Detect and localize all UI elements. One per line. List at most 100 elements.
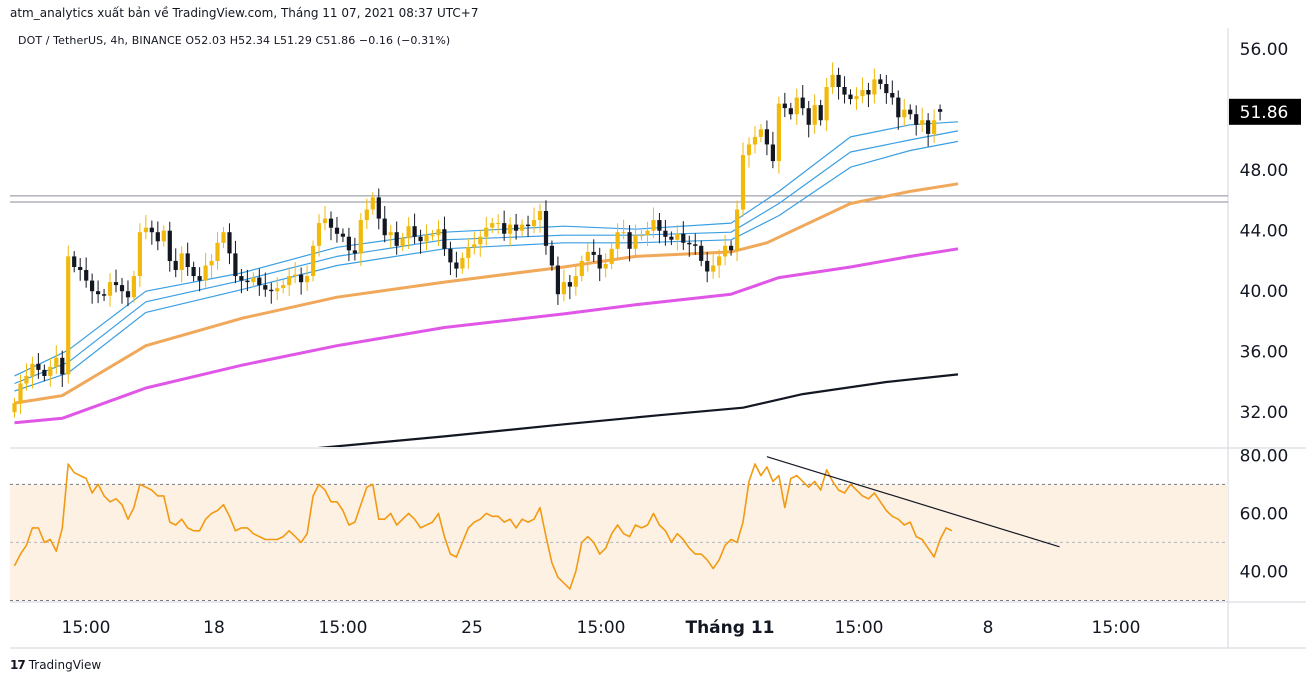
candle-body <box>54 358 58 367</box>
ema-slow-line <box>15 249 959 423</box>
candle-body <box>813 105 817 125</box>
moving-averages <box>15 122 959 464</box>
candle-body <box>36 364 40 370</box>
candle-body <box>860 90 864 96</box>
candle-body <box>341 234 345 237</box>
candle-body <box>12 403 16 412</box>
candle-body <box>436 229 440 235</box>
candle-body <box>335 228 339 234</box>
candle-body <box>651 220 655 231</box>
candle-body <box>645 231 649 236</box>
candle-body <box>932 120 936 134</box>
candle-body <box>759 129 763 137</box>
candle-body <box>227 232 231 253</box>
candle-body <box>198 276 202 281</box>
candle-body <box>926 120 930 134</box>
candle-body <box>777 104 781 162</box>
candle-body <box>460 258 464 269</box>
candle-body <box>150 228 154 233</box>
candle-body <box>920 120 924 125</box>
candle-body <box>269 290 273 292</box>
candle-body <box>544 211 548 246</box>
time-tick-label: 15:00 <box>62 618 111 638</box>
candle-body <box>162 231 166 242</box>
candle-body <box>902 110 906 118</box>
candle-body <box>96 291 100 294</box>
candle-body <box>72 256 76 267</box>
candle-body <box>484 228 488 237</box>
candles <box>12 62 942 417</box>
candle-body <box>395 232 399 246</box>
time-tick-label: 15:00 <box>835 618 884 638</box>
time-tick-label: Tháng 11 <box>685 618 774 638</box>
price-tick-label: 40.00 <box>1240 282 1289 302</box>
candle-body <box>126 291 130 297</box>
candle-body <box>359 220 363 253</box>
candle-body <box>675 234 679 240</box>
candle-body <box>580 261 584 276</box>
candle-body <box>556 266 560 295</box>
candle-body <box>616 232 620 249</box>
tradingview-logo-icon: 17 <box>10 658 25 672</box>
candle-body <box>741 155 745 210</box>
candle-body <box>628 232 632 249</box>
rsi-tick-label: 40.00 <box>1240 562 1289 582</box>
candle-body <box>633 235 637 249</box>
candle-body <box>562 282 566 294</box>
candle-body <box>872 79 876 94</box>
candle-body <box>610 249 614 264</box>
candle-body <box>532 220 536 226</box>
candle-body <box>538 211 542 220</box>
candle-body <box>878 79 882 84</box>
candle-body <box>317 223 321 246</box>
candle-body <box>245 281 249 283</box>
time-tick-label: 25 <box>461 618 483 638</box>
candle-body <box>526 225 530 227</box>
candle-body <box>90 281 94 292</box>
candle-body <box>669 237 673 240</box>
candle-body <box>884 84 888 93</box>
candle-body <box>48 367 52 376</box>
candle-body <box>60 358 64 375</box>
candle-body <box>693 244 697 246</box>
time-tick-label: 15:00 <box>577 618 626 638</box>
candle-body <box>42 370 46 376</box>
candle-body <box>801 98 805 109</box>
candle-body <box>478 237 482 245</box>
price-tick-label: 32.00 <box>1240 403 1289 423</box>
candle-body <box>275 288 279 291</box>
candle-body <box>639 235 643 236</box>
candle-body <box>729 246 733 251</box>
candle-body <box>144 228 148 233</box>
candle-body <box>419 237 423 242</box>
candle-body <box>66 256 70 374</box>
current-price-label: 51.86 <box>1240 103 1289 123</box>
candle-body <box>795 98 799 115</box>
candle-body <box>180 253 184 270</box>
candle-body <box>389 232 393 235</box>
time-tick-label: 15:00 <box>319 618 368 638</box>
candle-body <box>210 261 214 266</box>
candle-body <box>502 223 506 234</box>
candle-body <box>84 270 88 281</box>
candle-body <box>663 231 667 237</box>
candle-body <box>448 249 452 263</box>
candle-body <box>783 104 787 109</box>
candle-body <box>508 225 512 234</box>
time-tick-label: 15:00 <box>1092 618 1141 638</box>
candle-body <box>699 246 703 261</box>
candle-body <box>430 235 434 236</box>
candle-body <box>723 246 727 257</box>
candle-body <box>622 232 626 233</box>
candle-body <box>30 364 34 376</box>
candle-body <box>466 247 470 258</box>
candle-body <box>257 278 261 286</box>
candle-body <box>842 87 846 95</box>
candle-body <box>287 276 291 285</box>
candle-body <box>442 229 446 249</box>
candle-body <box>347 237 351 251</box>
candle-body <box>377 197 381 218</box>
candle-body <box>604 264 608 269</box>
candle-body <box>890 93 894 98</box>
